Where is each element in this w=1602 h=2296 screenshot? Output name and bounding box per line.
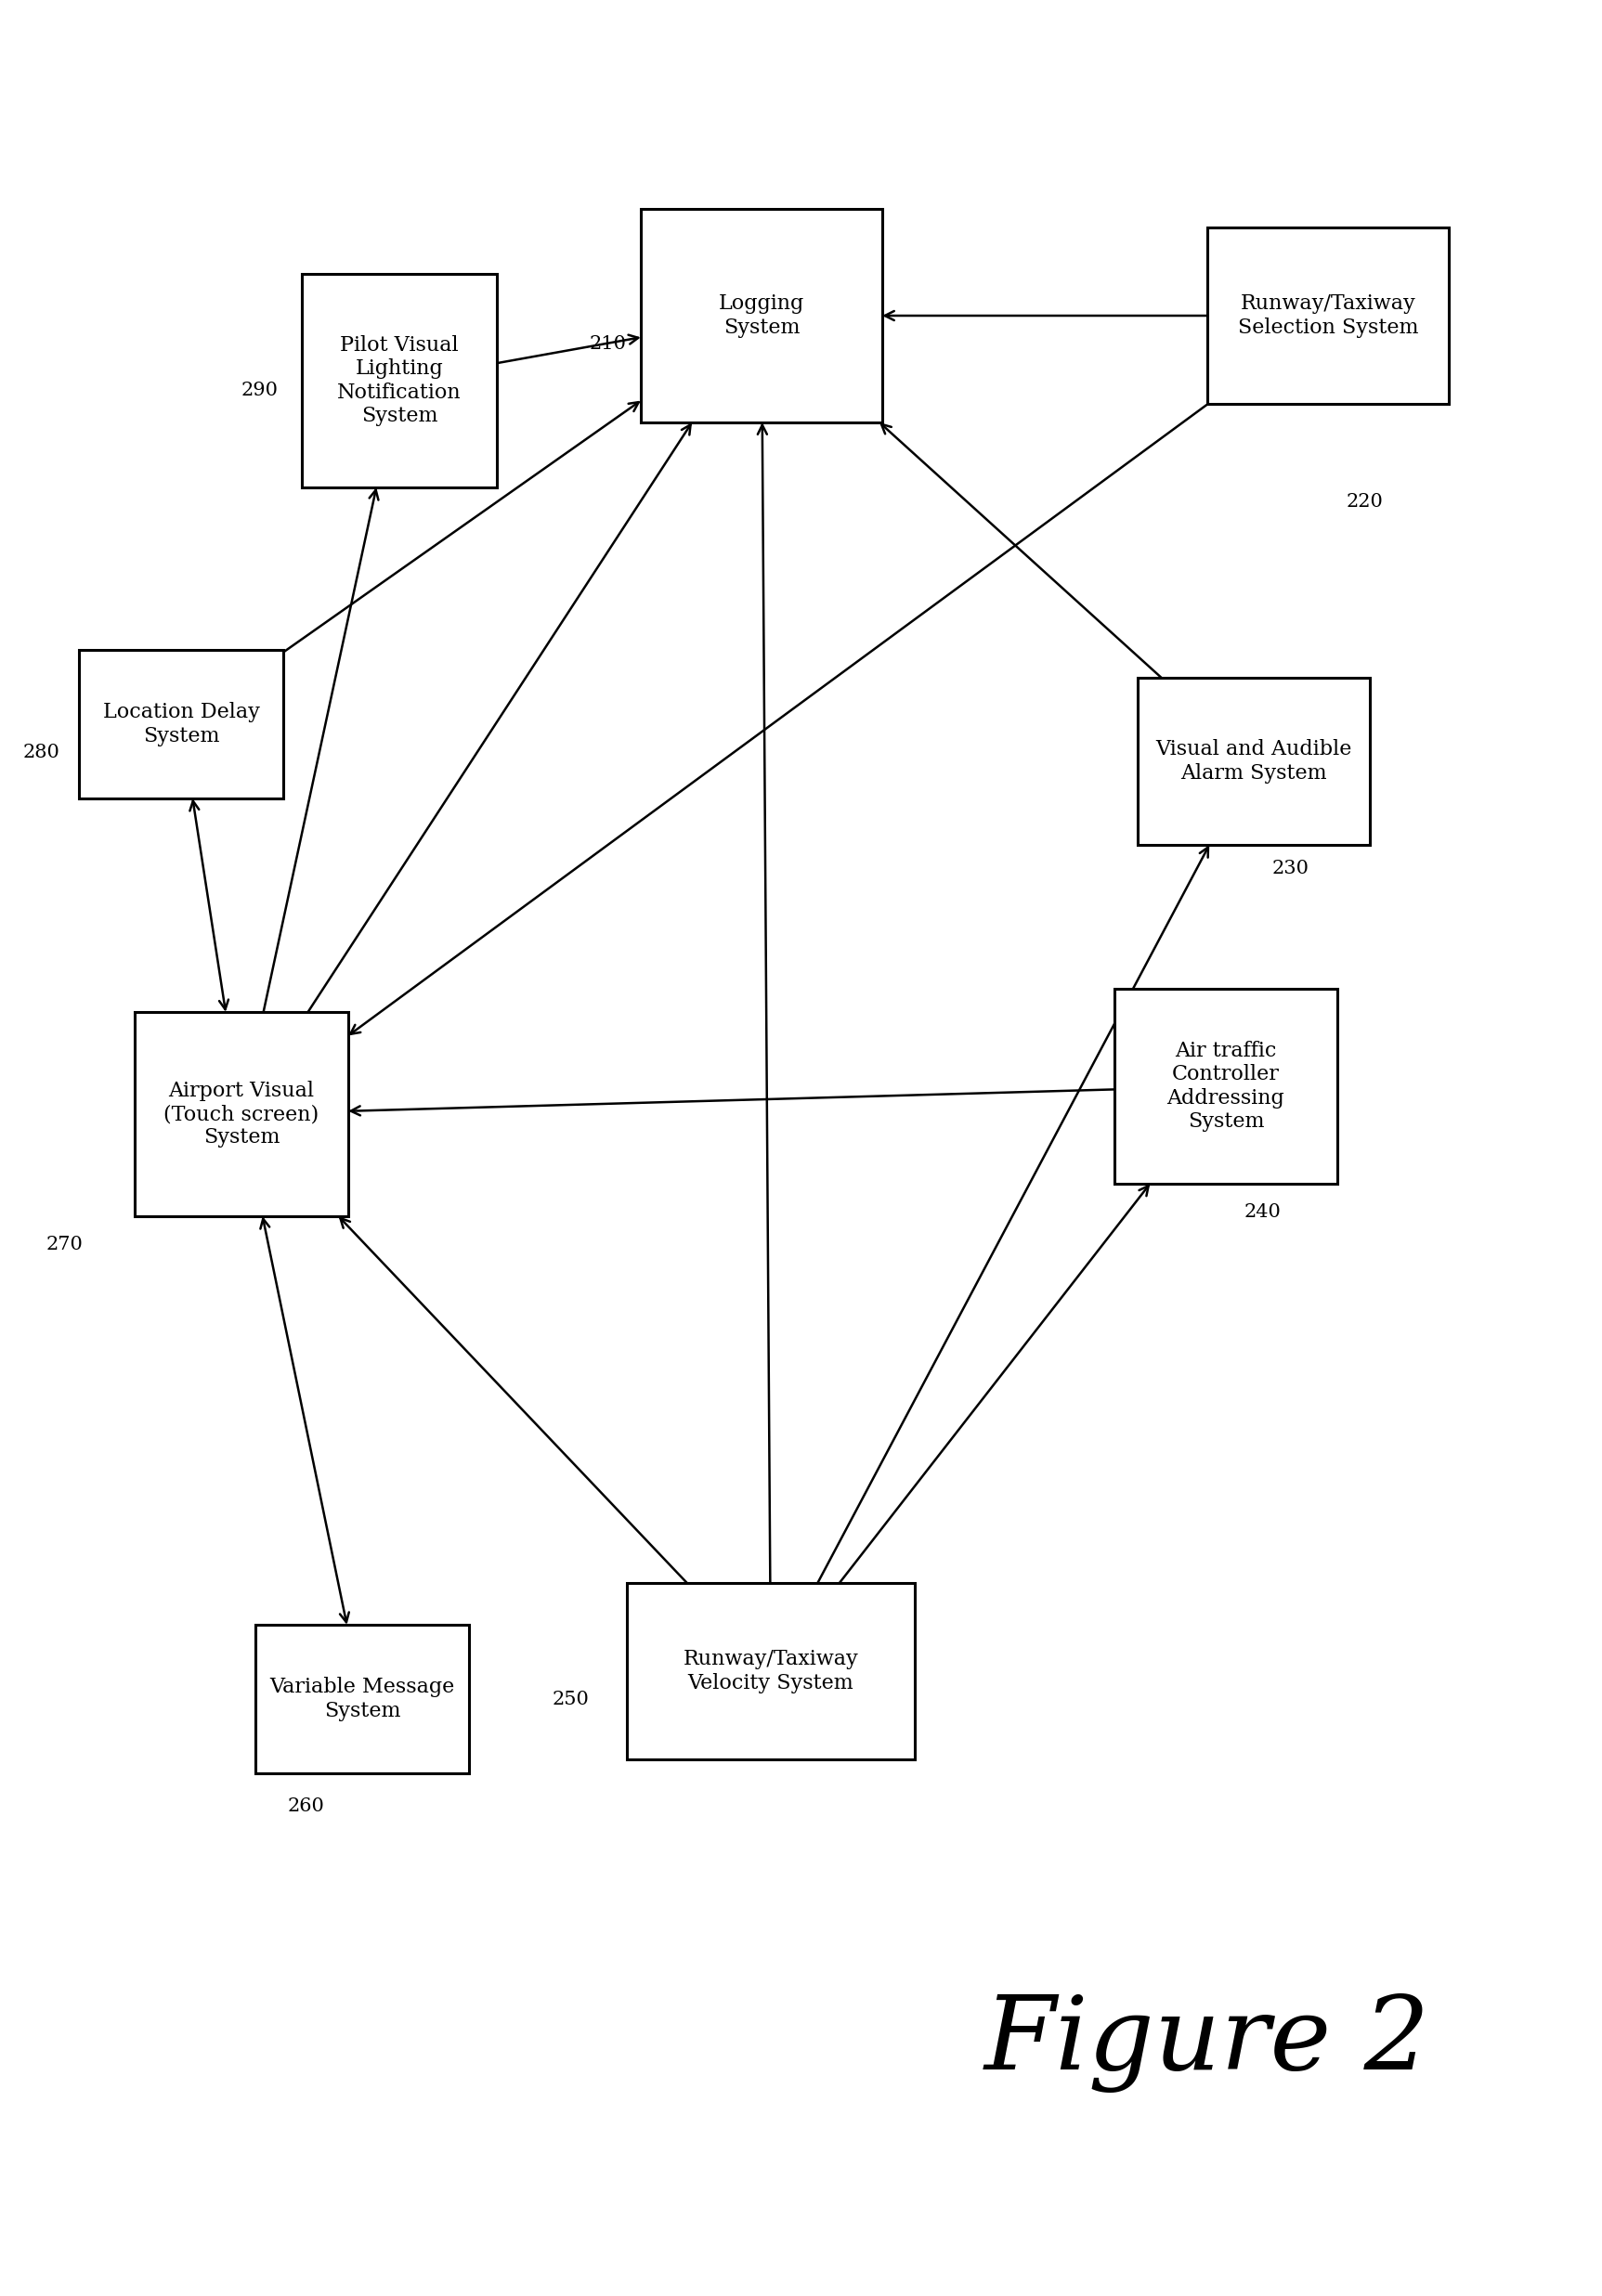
Text: 280: 280 [22,744,61,760]
Bar [135,1013,348,1217]
Text: Variable Message
System: Variable Message System [269,1676,455,1722]
Bar [255,1626,469,1773]
Text: 210: 210 [590,335,626,351]
Text: 250: 250 [553,1690,590,1708]
Bar [641,209,883,422]
Text: Location Delay
System: Location Delay System [103,703,260,746]
Text: Figure 2: Figure 2 [984,1993,1431,2092]
Text: 270: 270 [46,1235,83,1254]
Text: Airport Visual
(Touch screen)
System: Airport Visual (Touch screen) System [163,1081,319,1148]
Bar [1137,677,1370,845]
Text: 260: 260 [288,1798,325,1814]
Text: Runway/Taxiway
Selection System: Runway/Taxiway Selection System [1238,294,1418,338]
Text: Logging
System: Logging System [719,294,804,338]
Bar [78,650,284,799]
Text: Pilot Visual
Lighting
Notification
System: Pilot Visual Lighting Notification Syste… [338,335,461,427]
Text: 290: 290 [242,381,279,400]
Text: Visual and Audible
Alarm System: Visual and Audible Alarm System [1155,739,1352,783]
Bar [1115,990,1338,1185]
Text: Air traffic
Controller
Addressing
System: Air traffic Controller Addressing System [1166,1040,1285,1132]
Bar [626,1582,915,1759]
Text: 240: 240 [1245,1203,1282,1221]
Bar [1208,227,1448,404]
Text: Runway/Taxiway
Velocity System: Runway/Taxiway Velocity System [682,1649,859,1692]
Text: 220: 220 [1347,494,1384,510]
Text: 230: 230 [1272,859,1309,877]
Bar [301,273,497,487]
